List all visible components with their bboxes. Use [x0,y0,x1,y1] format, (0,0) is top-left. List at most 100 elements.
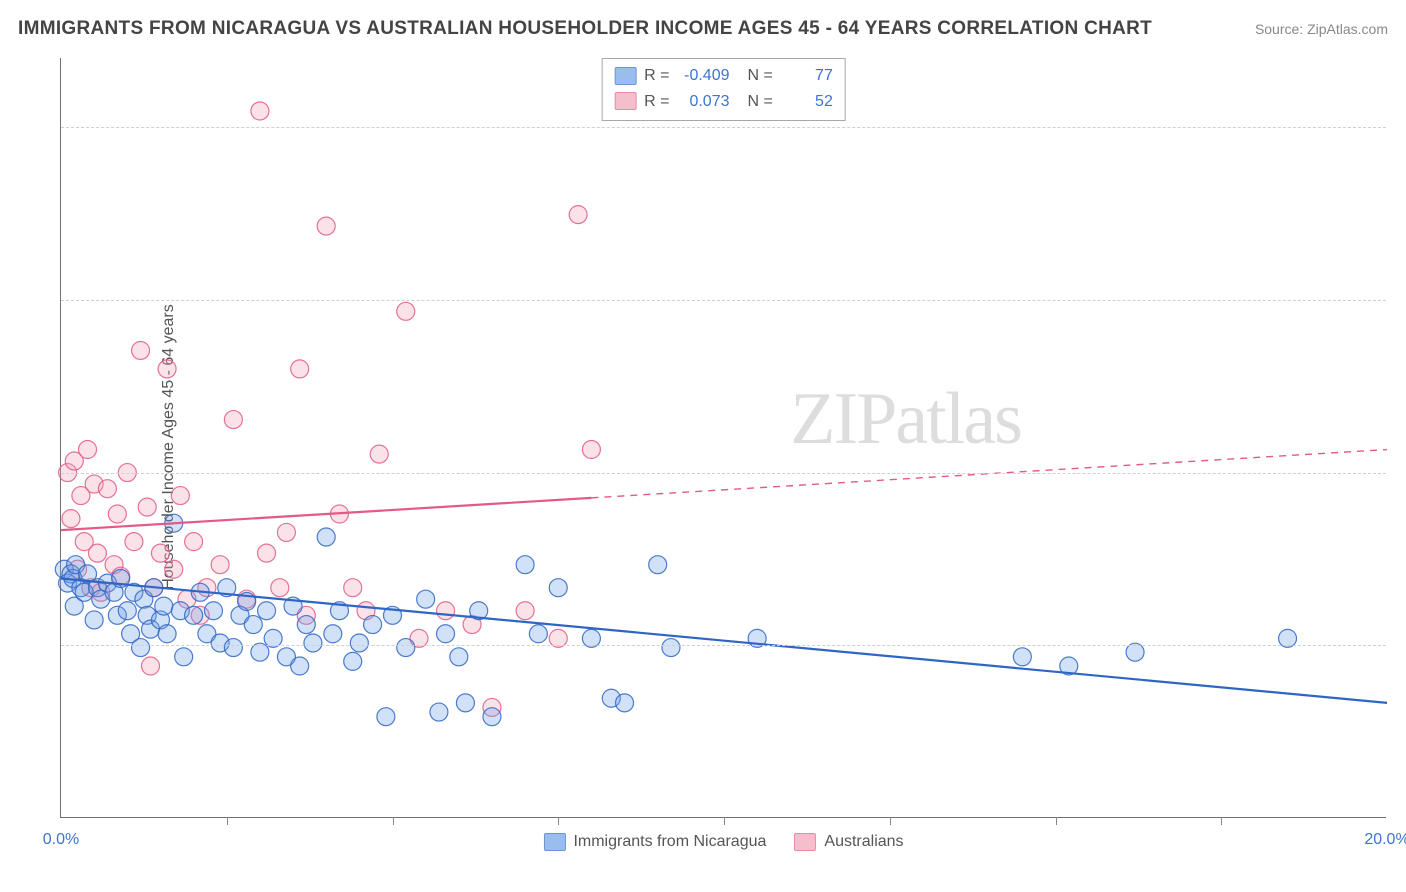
data-point-nicaragua [297,616,315,634]
legend-item-label: Immigrants from Nicaragua [573,833,766,851]
data-point-nicaragua [258,602,276,620]
data-point-nicaragua [430,703,448,721]
data-point-nicaragua [304,634,322,652]
legend-swatch-icon [614,67,636,85]
legend-swatch-icon [794,833,816,851]
legend-swatch-icon [543,833,565,851]
legend-item-label: Australians [824,833,903,851]
data-point-australians [62,510,80,528]
data-point-australians [437,602,455,620]
data-point-australians [582,441,600,459]
data-point-australians [251,102,269,120]
data-point-nicaragua [317,528,335,546]
x-tick-label-min: 0.0% [43,831,79,849]
legend-R-value: -0.409 [678,63,730,89]
legend-R-label: R = [644,89,669,115]
data-point-nicaragua [204,602,222,620]
data-point-nicaragua [291,657,309,675]
y-tick-label: $150,000 [1396,464,1406,482]
data-point-australians [317,217,335,235]
data-point-nicaragua [549,579,567,597]
data-point-nicaragua [344,652,362,670]
data-point-australians [138,498,156,516]
data-point-australians [151,544,169,562]
gridline [61,473,1386,474]
data-point-nicaragua [456,694,474,712]
y-tick-label: $75,000 [1396,636,1406,654]
data-point-nicaragua [437,625,455,643]
data-point-nicaragua [158,625,176,643]
data-point-nicaragua [175,648,193,666]
data-point-nicaragua [185,606,203,624]
data-point-australians [79,441,97,459]
data-point-australians [344,579,362,597]
data-point-nicaragua [450,648,468,666]
data-point-australians [108,505,126,523]
data-point-australians [224,411,242,429]
gridline [61,645,1386,646]
data-point-nicaragua [649,556,667,574]
gridline [61,300,1386,301]
chart-plot-area: Householder Income Ages 45 - 64 years $7… [60,58,1386,818]
data-point-australians [397,302,415,320]
legend-R-label: R = [644,63,669,89]
data-point-australians [125,533,143,551]
data-point-nicaragua [397,639,415,657]
legend-stats-row-nicaragua: R =-0.409N =77 [614,63,833,89]
data-point-australians [277,523,295,541]
data-point-australians [291,360,309,378]
x-tick [1056,817,1057,825]
x-tick-label-max: 20.0% [1364,831,1406,849]
data-point-nicaragua [516,556,534,574]
y-tick-label: $300,000 [1396,118,1406,136]
source-label: Source: [1255,21,1307,37]
x-tick [890,817,891,825]
legend-N-value: 52 [781,89,833,115]
data-point-australians [569,206,587,224]
legend-series: Immigrants from Nicaragua Australians [543,833,903,851]
legend-N-label: N = [748,89,773,115]
data-point-australians [271,579,289,597]
data-point-australians [165,560,183,578]
legend-stats-row-australians: R = 0.073 N = 52 [614,89,833,115]
data-point-nicaragua [350,634,368,652]
trend-line-australians-dashed [591,450,1387,498]
gridline [61,127,1386,128]
data-point-australians [88,544,106,562]
trend-line-nicaragua [61,578,1387,702]
source-name: ZipAtlas.com [1307,21,1388,37]
data-point-nicaragua [662,639,680,657]
data-point-australians [370,445,388,463]
data-point-australians [98,480,116,498]
data-point-nicaragua [324,625,342,643]
chart-title: IMMIGRANTS FROM NICARAGUA VS AUSTRALIAN … [18,18,1152,40]
data-point-australians [142,657,160,675]
legend-R-value: 0.073 [678,89,730,115]
x-tick [393,817,394,825]
data-point-nicaragua [85,611,103,629]
legend-swatch-icon [614,92,636,110]
legend-stats: R = -0.409 N = 77R = 0.073 N = 52 [601,58,846,121]
legend-N-value: 77 [781,63,833,89]
data-point-nicaragua [377,708,395,726]
data-point-nicaragua [244,616,262,634]
x-tick [227,817,228,825]
x-tick [558,817,559,825]
data-point-australians [211,556,229,574]
data-point-nicaragua [132,639,150,657]
data-point-australians [171,487,189,505]
legend-item-australians: Australians [794,833,903,851]
x-tick [724,817,725,825]
data-point-nicaragua [483,708,501,726]
data-point-australians [258,544,276,562]
data-point-nicaragua [1013,648,1031,666]
data-point-nicaragua [616,694,634,712]
data-point-nicaragua [118,602,136,620]
data-point-nicaragua [155,597,173,615]
data-point-australians [158,360,176,378]
data-point-australians [185,533,203,551]
data-point-nicaragua [417,590,435,608]
title-bar: IMMIGRANTS FROM NICARAGUA VS AUSTRALIAN … [18,18,1388,40]
data-point-australians [516,602,534,620]
x-tick [1221,817,1222,825]
